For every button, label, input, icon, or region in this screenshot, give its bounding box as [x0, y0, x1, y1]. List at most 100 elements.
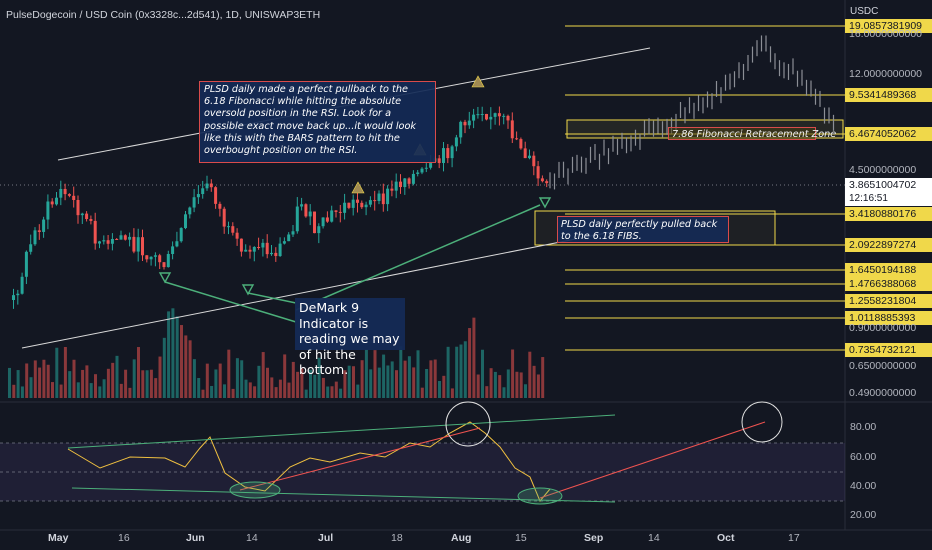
candle-body	[12, 295, 15, 300]
volume-bar	[214, 369, 218, 398]
candle-body	[407, 178, 411, 184]
candle-body	[93, 220, 97, 244]
volume-bar	[476, 374, 480, 398]
candle-body	[55, 197, 58, 205]
volume-bar	[192, 359, 196, 398]
rsi-scale-label: 40.00	[850, 480, 877, 492]
volume-bar	[158, 356, 162, 398]
candle-body	[141, 237, 144, 256]
fib-retracement-zone-label[interactable]: 7.86 Fibonacci Retracement Zone	[668, 127, 836, 140]
volume-bar	[369, 369, 373, 398]
fibs-note[interactable]: PLSD daily perfectly pulled back to the …	[557, 216, 729, 243]
candle-body	[459, 121, 463, 138]
candle-body	[24, 251, 28, 277]
candle-body	[476, 114, 480, 116]
volume-bar	[317, 357, 321, 398]
candle-body	[356, 199, 359, 203]
candle-body	[72, 195, 76, 200]
candle-body	[429, 161, 433, 168]
volume-bar	[377, 367, 381, 398]
candle-body	[89, 219, 93, 221]
volume-bar	[416, 350, 420, 398]
volume-bar	[433, 359, 437, 398]
volume-bar	[63, 346, 67, 398]
volume-bar	[102, 379, 106, 398]
volume-bar	[442, 375, 446, 398]
volume-bar	[141, 370, 145, 398]
demark-line	[164, 281, 297, 323]
volume-bar	[235, 358, 239, 398]
candle-body	[351, 199, 355, 208]
volume-bar	[128, 387, 132, 398]
symbol-title[interactable]: PulseDogecoin / USD Coin (0x3328c...2d54…	[6, 9, 321, 21]
volume-bar	[343, 370, 347, 398]
price-scale-label: 0.9000000000	[849, 322, 917, 334]
fib-level-label: 1.0118885393	[845, 311, 932, 325]
candle-body	[480, 113, 484, 115]
volume-bar	[438, 380, 441, 398]
current-price-label: 3.8651004702	[845, 178, 932, 192]
fib-level-label: 3.4180880176	[845, 207, 932, 221]
volume-bar	[20, 386, 24, 398]
volume-bars	[8, 308, 545, 398]
fib-level-label: 2.0922897274	[845, 238, 932, 252]
volume-bar	[283, 354, 287, 398]
volume-bar	[244, 379, 248, 398]
candle-body	[123, 235, 127, 240]
volume-bar	[407, 356, 411, 398]
price-scale-label: 0.6500000000	[849, 360, 917, 372]
volume-bar	[485, 386, 489, 398]
volume-bar	[390, 361, 394, 398]
volume-bar	[106, 368, 110, 398]
candle-body	[179, 228, 183, 242]
candle-body	[364, 204, 368, 208]
volume-bar	[124, 369, 128, 398]
candle-body	[270, 252, 273, 255]
rsi-panel	[0, 401, 845, 505]
volume-bar	[261, 352, 265, 398]
candle-body	[274, 252, 278, 257]
candle-body	[63, 188, 67, 195]
candle-body	[304, 204, 308, 217]
volume-bar	[12, 384, 16, 398]
volume-bar	[16, 370, 20, 398]
volume-bar	[360, 360, 364, 398]
candle-body	[162, 262, 166, 268]
analysis-note[interactable]: PLSD daily made a perfect pullback to th…	[199, 81, 436, 163]
candle-body	[278, 243, 282, 257]
oversold-highlight	[517, 487, 563, 505]
volume-bar	[455, 346, 459, 398]
candle-body	[493, 113, 497, 117]
volume-bar	[300, 368, 304, 398]
candle-body	[67, 194, 71, 196]
warning-marker	[351, 181, 365, 194]
volume-bar	[330, 386, 334, 398]
candle-body	[128, 236, 132, 240]
candle-body	[282, 241, 286, 244]
volume-bar	[446, 346, 450, 398]
candle-body	[545, 181, 549, 184]
volume-bar	[498, 375, 502, 398]
candle-body	[115, 238, 119, 240]
volume-bar	[373, 350, 377, 398]
oversold-highlight	[229, 481, 281, 499]
volume-bar	[167, 311, 171, 398]
volume-bar	[278, 379, 282, 398]
candle-body	[467, 120, 471, 126]
volume-bar	[38, 367, 42, 398]
demark-note[interactable]: DeMark 9 Indicator is reading we may of …	[295, 298, 405, 377]
candle-body	[192, 197, 196, 208]
candle-body	[394, 181, 398, 191]
candle-body	[98, 241, 101, 244]
candle-body	[373, 200, 377, 202]
candle-body	[166, 253, 170, 268]
candle-body	[265, 242, 269, 255]
candle-body	[321, 217, 325, 227]
demark-buy-marker	[538, 197, 552, 209]
candle-body	[33, 230, 37, 245]
candle-body	[377, 193, 381, 202]
volume-bar	[180, 325, 183, 398]
overbought-circle	[445, 401, 491, 447]
candle-body	[287, 234, 291, 242]
